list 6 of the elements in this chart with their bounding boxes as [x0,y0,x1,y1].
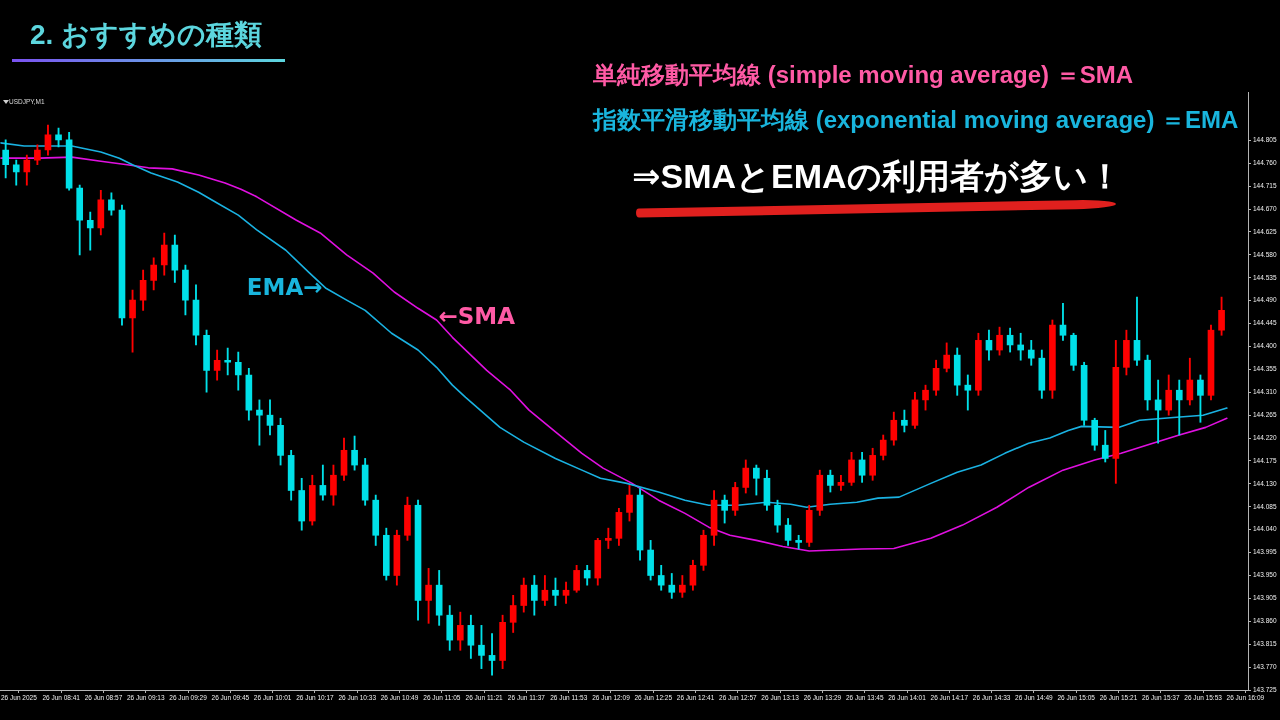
annotation: ⇒SMAとEMAの利用者が多い！ [632,157,1122,197]
chart-title: 2. おすすめの種類 [30,19,263,52]
annotation: ←SMA [438,302,516,329]
annotation: EMA→ [246,273,323,300]
text: 単純移動平均線 (simple moving average) ＝SMA [593,61,1134,89]
annotation: 指数平滑移動平均線 (exponential moving average) ＝EMA [593,106,1239,134]
